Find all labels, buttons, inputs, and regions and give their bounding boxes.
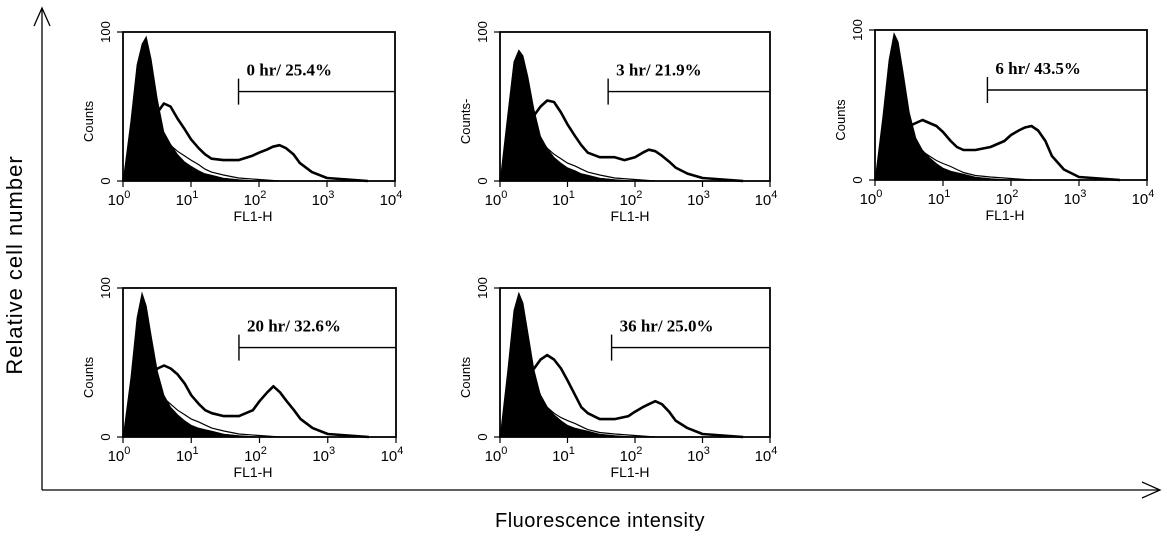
x-tick-label: 104 (755, 445, 778, 465)
y-tick-label: 100 (850, 19, 865, 41)
gate-annotation: 0 hr/ 25.4% (247, 61, 332, 80)
secondary-histogram-curve (122, 93, 280, 182)
control-histogram-filled (499, 49, 636, 182)
x-axis-label: FL1-H (611, 464, 650, 480)
x-tick-label: 102 (244, 445, 267, 465)
y-axis-label: Counts (81, 100, 96, 142)
control-histogram-filled (499, 291, 636, 438)
x-axis-label: FL1-H (234, 464, 273, 480)
x-tick-label: 104 (755, 189, 778, 209)
secondary-histogram-curve (874, 122, 1032, 181)
histogram-panel-2: 100 101 102 103 104 0 100 FL1-H Counts- 3 hr/ 21.… (458, 21, 777, 224)
stained-histogram-curve (121, 102, 368, 183)
x-tick-label: 104 (1132, 188, 1155, 208)
x-tick-label: 102 (244, 189, 267, 209)
figure-axes (33, 6, 1162, 499)
y-tick-label: 0 (475, 433, 490, 440)
gate-annotation: 6 hr/ 43.5% (995, 59, 1080, 78)
x-tick-label: 103 (687, 445, 710, 465)
y-tick-label: 0 (98, 177, 113, 184)
stained-histogram-curve (121, 364, 369, 439)
x-tick-label: 100 (860, 188, 883, 208)
x-tick-label: 101 (552, 189, 575, 209)
control-histogram-filled (122, 35, 260, 182)
y-tick-label: 0 (98, 433, 113, 440)
y-tick-label: 0 (850, 176, 865, 183)
figure-x-axis-arrow (1141, 481, 1162, 499)
x-tick-label: 101 (176, 189, 199, 209)
histogram-panel-1: 100 101 102 103 104 0 100 FL1-H Counts 0 hr/ 25.4… (81, 21, 402, 224)
x-tick-label: 104 (381, 445, 404, 465)
stained-histogram-curve (498, 353, 744, 439)
figure-x-label: Fluorescence intensity (495, 510, 705, 532)
y-axis-label: Counts (458, 356, 473, 398)
x-axis-label: FL1-H (611, 208, 650, 224)
histogram-panels: 100 101 102 103 104 0 100 FL1-H Counts 0 hr/ 25.4… (81, 19, 1154, 480)
x-tick-label: 100 (108, 445, 131, 465)
x-tick-label: 101 (176, 445, 199, 465)
x-axis-label: FL1-H (234, 208, 273, 224)
x-tick-label: 101 (928, 188, 951, 208)
x-tick-label: 101 (552, 445, 575, 465)
y-tick-label: 100 (475, 277, 490, 299)
x-tick-label: 100 (108, 189, 131, 209)
y-tick-label: 100 (98, 277, 113, 299)
histogram-panel-4: 100 101 102 103 104 0 100 FL1-H Counts 20 hr/ 32.… (81, 277, 403, 480)
y-axis-label: Counts (833, 99, 848, 141)
x-tick-label: 100 (485, 445, 508, 465)
stained-histogram-curve (873, 118, 1120, 182)
secondary-histogram-curve (122, 382, 281, 438)
control-histogram-filled (122, 291, 260, 438)
x-tick-label: 102 (996, 188, 1019, 208)
gate-annotation: 3 hr/ 21.9% (616, 61, 701, 80)
histogram-panel-5: 100 101 102 103 104 0 100 FL1-H Counts 36 hr/ 25.… (458, 277, 777, 480)
x-tick-label: 103 (687, 189, 710, 209)
y-tick-label: 100 (475, 21, 490, 43)
control-histogram-filled (874, 32, 1012, 181)
x-tick-label: 104 (380, 189, 403, 209)
x-axis-label: FL1-H (986, 207, 1025, 223)
histogram-panel-3: 100 101 102 103 104 0 100 FL1-H Counts 6 hr/ 43.5… (833, 19, 1154, 223)
figure-y-axis-arrow (33, 6, 51, 27)
y-tick-label: 100 (98, 21, 113, 43)
y-tick-label: 0 (475, 177, 490, 184)
secondary-histogram-curve (499, 108, 656, 182)
x-tick-label: 102 (620, 189, 643, 209)
stained-histogram-curve (498, 99, 744, 183)
y-axis-label: Counts (81, 356, 96, 398)
gate-annotation: 20 hr/ 32.6% (247, 317, 341, 336)
secondary-histogram-curve (499, 358, 656, 438)
x-tick-label: 102 (620, 445, 643, 465)
x-tick-label: 100 (485, 189, 508, 209)
figure-y-label: Relative cell number (2, 155, 27, 374)
x-tick-label: 103 (312, 445, 335, 465)
y-axis-label: Counts- (458, 99, 473, 145)
x-tick-label: 103 (1064, 188, 1087, 208)
gate-annotation: 36 hr/ 25.0% (620, 317, 714, 336)
x-tick-label: 103 (312, 189, 335, 209)
